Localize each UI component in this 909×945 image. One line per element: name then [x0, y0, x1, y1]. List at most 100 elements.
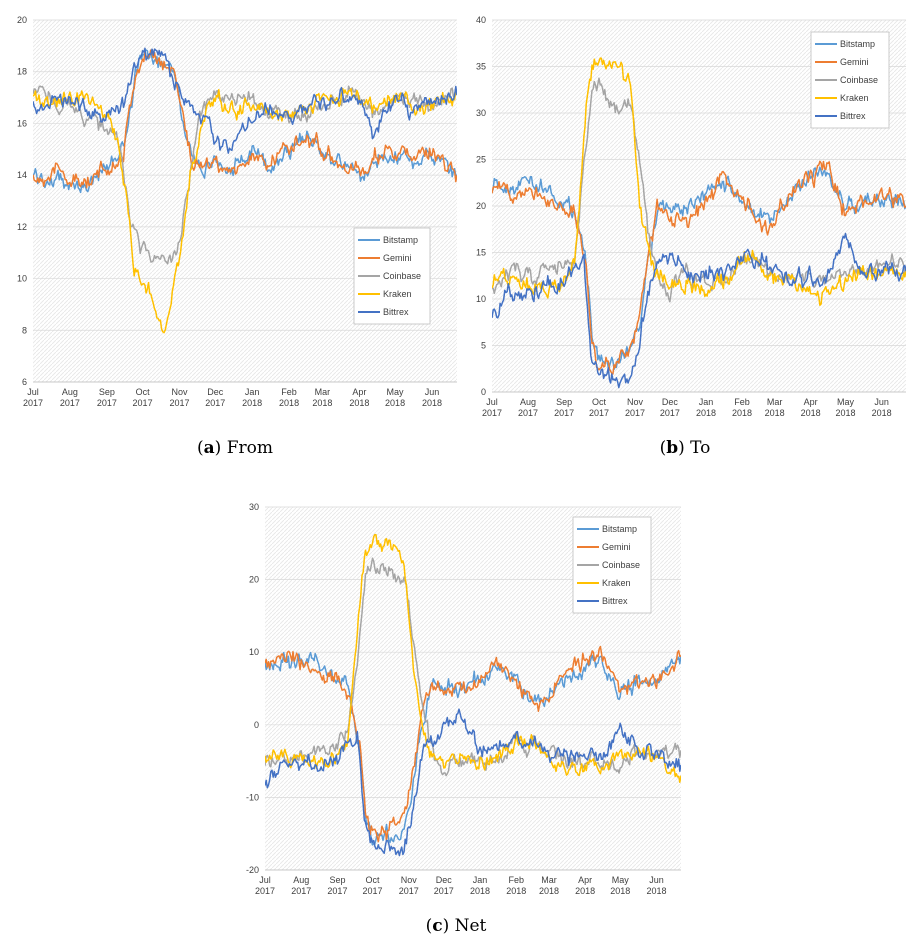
legend-label-gemini: Gemini [840, 57, 869, 67]
series-line-gemini [492, 160, 906, 375]
legend-label-kraken: Kraken [840, 93, 869, 103]
y-tick-label: 20 [17, 15, 27, 25]
y-tick-label: 25 [476, 155, 486, 165]
y-tick-label: 14 [17, 170, 27, 180]
caption-to: (b) To [659, 438, 711, 458]
legend-label-coinbase: Coinbase [602, 560, 640, 570]
x-tick-label: Jun 2018 [422, 387, 442, 408]
y-tick-label: 16 [17, 118, 27, 128]
series-group [33, 47, 457, 334]
x-tick-label: Sep 2017 [97, 387, 117, 408]
x-tick-label: Dec 2017 [205, 387, 225, 408]
y-tick-label: 15 [476, 248, 486, 258]
y-tick-label: 40 [476, 15, 486, 25]
y-tick-label: 0 [254, 720, 259, 730]
x-tick-label: May 2018 [836, 397, 856, 418]
chart-to: 0 5 10 15 20 25 30 35 40 Jul 2017 Aug 2017 Sep 2017 Oct… [476, 15, 906, 418]
x-tick-label: Jun 2018 [872, 397, 892, 418]
x-tick-label: Jan 2018 [696, 397, 716, 418]
series-line-gemini [33, 49, 457, 189]
series-line-bitstamp [492, 166, 906, 371]
legend: Bitstamp Gemini Coinbase Kraken Bittrex [353, 227, 431, 325]
y-tick-label: 8 [22, 325, 27, 335]
legend-label-gemini: Gemini [602, 542, 631, 552]
x-tick-label: Jul 2017 [23, 387, 43, 408]
y-tick-label: 35 [476, 62, 486, 72]
y-tick-label: 10 [476, 294, 486, 304]
y-tick-label: -20 [246, 865, 259, 875]
legend-label-kraken: Kraken [602, 578, 631, 588]
legend-label-bitstamp: Bitstamp [383, 235, 418, 245]
x-tick-label: Aug 2017 [518, 397, 538, 418]
x-tick-label: Sep 2017 [327, 875, 347, 896]
y-tick-label: -10 [246, 792, 259, 802]
series-line-kraken [492, 57, 906, 307]
x-tick-label: Aug 2017 [60, 387, 80, 408]
chart-panel-net: -20 -10 0 10 20 30 Jul 2017 Aug 2017 Sep 2017 Oct 201… [224, 492, 688, 912]
chart-panel-from: 6 8 10 12 14 16 18 20 Jul 2017 Aug 2017 Sep 2017 Oct 20… [0, 0, 464, 420]
y-tick-label: 6 [22, 377, 27, 387]
chart-net: -20 -10 0 10 20 30 Jul 2017 Aug 2017 Sep 2017 Oct 201… [246, 502, 681, 896]
caption-from: (a) From [197, 438, 273, 458]
legend-label-bittrex: Bittrex [602, 596, 628, 606]
y-tick-label: 30 [249, 502, 259, 512]
series-line-gemini [265, 645, 681, 843]
y-tick-label: 20 [476, 201, 486, 211]
legend-label-kraken: Kraken [383, 289, 412, 299]
legend-label-bittrex: Bittrex [383, 307, 409, 317]
x-tick-label: Sep 2017 [554, 397, 574, 418]
series-group [492, 57, 906, 389]
x-tick-label: May 2018 [610, 875, 630, 896]
x-tick-label: May 2018 [385, 387, 405, 408]
series-line-bittrex [265, 708, 681, 857]
x-tick-label: Dec 2017 [434, 875, 454, 896]
legend: Bitstamp Gemini Coinbase Kraken Bittrex [572, 516, 652, 614]
x-tick-label: Mar 2018 [539, 875, 559, 896]
series-line-bitstamp [33, 49, 457, 194]
legend-label-coinbase: Coinbase [840, 75, 878, 85]
y-tick-label: 0 [481, 387, 486, 397]
x-tick-label: Oct 2017 [362, 875, 382, 896]
series-line-bittrex [492, 232, 906, 389]
y-tick-label: 20 [249, 575, 259, 585]
legend-label-bitstamp: Bitstamp [840, 39, 875, 49]
y-tick-label: 5 [481, 341, 486, 351]
plot-area [33, 20, 457, 382]
x-tick-label: Feb 2018 [732, 397, 752, 418]
x-tick-label: Feb 2018 [279, 387, 299, 408]
x-tick-label: Jul 2017 [482, 397, 502, 418]
x-tick-label: Nov 2017 [625, 397, 645, 418]
chart-panel-to: 0 5 10 15 20 25 30 35 40 Jul 2017 Aug 2017 Sep 2017 Oct… [466, 0, 909, 430]
x-tick-label: Nov 2017 [399, 875, 419, 896]
caption-label: Net [454, 916, 487, 936]
series-group [265, 533, 681, 857]
x-tick-label: Mar 2018 [765, 397, 785, 418]
y-tick-label: 30 [476, 108, 486, 118]
x-tick-label: Apr 2018 [575, 875, 595, 896]
caption-label: To [690, 438, 711, 458]
y-tick-label: 10 [17, 274, 27, 284]
series-line-bittrex [33, 47, 457, 154]
chart-from: 6 8 10 12 14 16 18 20 Jul 2017 Aug 2017 Sep 2017 Oct 20… [17, 15, 457, 408]
caption-letter: c [432, 916, 443, 936]
x-tick-label: Oct 2017 [133, 387, 153, 408]
y-tick-label: 10 [249, 647, 259, 657]
caption-net: (c) Net [425, 916, 487, 936]
x-tick-label: Jan 2018 [242, 387, 262, 408]
legend-label-gemini: Gemini [383, 253, 412, 263]
y-tick-label: 12 [17, 222, 27, 232]
legend-label-bitstamp: Bitstamp [602, 524, 637, 534]
x-tick-label: Aug 2017 [291, 875, 311, 896]
caption-letter: a [203, 438, 215, 458]
x-tick-label: Jul 2017 [255, 875, 275, 896]
caption-letter: b [666, 438, 679, 458]
x-tick-label: Mar 2018 [312, 387, 332, 408]
x-tick-label: Jan 2018 [470, 875, 490, 896]
legend-label-coinbase: Coinbase [383, 271, 421, 281]
caption-label: From [226, 438, 273, 458]
x-tick-label: Nov 2017 [169, 387, 189, 408]
x-tick-label: Dec 2017 [660, 397, 680, 418]
legend-label-bittrex: Bittrex [840, 111, 866, 121]
x-tick-label: Jun 2018 [646, 875, 666, 896]
legend: Bitstamp Gemini Coinbase Kraken Bittrex [810, 31, 890, 129]
